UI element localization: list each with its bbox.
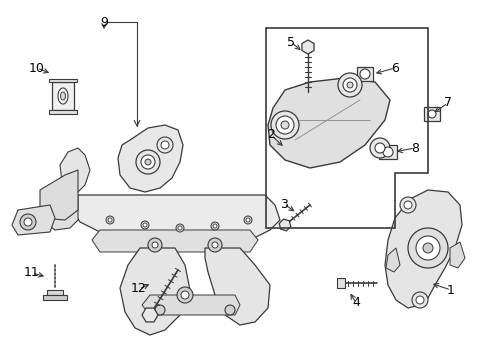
Circle shape bbox=[148, 238, 162, 252]
Circle shape bbox=[369, 138, 389, 158]
Circle shape bbox=[152, 242, 158, 248]
Text: 12: 12 bbox=[131, 283, 146, 296]
Circle shape bbox=[403, 201, 411, 209]
Polygon shape bbox=[40, 195, 78, 230]
Circle shape bbox=[155, 305, 164, 315]
Circle shape bbox=[24, 218, 32, 226]
Polygon shape bbox=[52, 82, 74, 110]
Circle shape bbox=[178, 226, 182, 230]
Text: 8: 8 bbox=[410, 141, 418, 154]
Polygon shape bbox=[423, 107, 439, 121]
Polygon shape bbox=[449, 242, 464, 268]
Polygon shape bbox=[92, 230, 258, 252]
Polygon shape bbox=[356, 67, 372, 81]
Circle shape bbox=[245, 218, 249, 222]
Polygon shape bbox=[49, 110, 77, 114]
Polygon shape bbox=[12, 205, 55, 235]
Text: 11: 11 bbox=[24, 266, 40, 279]
Circle shape bbox=[411, 292, 427, 308]
Polygon shape bbox=[47, 290, 63, 295]
Circle shape bbox=[212, 242, 218, 248]
Polygon shape bbox=[385, 248, 399, 272]
Circle shape bbox=[161, 141, 169, 149]
Circle shape bbox=[210, 222, 219, 230]
Polygon shape bbox=[267, 78, 389, 168]
Circle shape bbox=[346, 82, 352, 88]
Circle shape bbox=[374, 143, 384, 153]
Circle shape bbox=[108, 218, 112, 222]
Polygon shape bbox=[43, 295, 67, 300]
Polygon shape bbox=[60, 148, 90, 195]
Ellipse shape bbox=[61, 92, 65, 100]
Text: 2: 2 bbox=[266, 129, 274, 141]
Circle shape bbox=[281, 121, 288, 129]
Circle shape bbox=[20, 214, 36, 230]
Circle shape bbox=[415, 296, 423, 304]
Text: 5: 5 bbox=[286, 36, 294, 49]
Polygon shape bbox=[49, 79, 77, 82]
Polygon shape bbox=[72, 195, 280, 248]
Circle shape bbox=[224, 305, 235, 315]
Text: 1: 1 bbox=[446, 284, 454, 297]
Text: 3: 3 bbox=[280, 198, 287, 211]
Circle shape bbox=[415, 236, 439, 260]
Circle shape bbox=[213, 224, 217, 228]
Polygon shape bbox=[204, 248, 269, 325]
Circle shape bbox=[244, 216, 251, 224]
Polygon shape bbox=[384, 190, 461, 308]
Circle shape bbox=[177, 287, 193, 303]
Polygon shape bbox=[40, 170, 78, 220]
Circle shape bbox=[422, 243, 432, 253]
Circle shape bbox=[207, 238, 222, 252]
Text: 7: 7 bbox=[443, 96, 451, 109]
Circle shape bbox=[359, 69, 369, 79]
Circle shape bbox=[141, 155, 155, 169]
Circle shape bbox=[270, 111, 298, 139]
Polygon shape bbox=[336, 278, 345, 288]
Circle shape bbox=[145, 159, 151, 165]
Circle shape bbox=[399, 197, 415, 213]
Text: 9: 9 bbox=[100, 15, 108, 28]
Text: 4: 4 bbox=[351, 297, 359, 310]
Polygon shape bbox=[118, 125, 183, 192]
Circle shape bbox=[106, 216, 114, 224]
Circle shape bbox=[342, 78, 356, 92]
Ellipse shape bbox=[58, 88, 68, 104]
Polygon shape bbox=[301, 40, 313, 54]
Polygon shape bbox=[142, 295, 240, 315]
Text: 10: 10 bbox=[29, 62, 45, 75]
Polygon shape bbox=[279, 219, 290, 231]
Circle shape bbox=[382, 147, 392, 157]
Circle shape bbox=[157, 137, 173, 153]
Circle shape bbox=[181, 291, 189, 299]
Text: 6: 6 bbox=[390, 62, 398, 75]
Circle shape bbox=[407, 228, 447, 268]
Polygon shape bbox=[120, 248, 190, 335]
Circle shape bbox=[141, 221, 149, 229]
Polygon shape bbox=[142, 308, 158, 322]
Circle shape bbox=[142, 223, 147, 227]
Circle shape bbox=[275, 116, 293, 134]
Circle shape bbox=[176, 224, 183, 232]
Circle shape bbox=[136, 150, 160, 174]
Circle shape bbox=[337, 73, 361, 97]
Polygon shape bbox=[378, 145, 396, 159]
Circle shape bbox=[427, 110, 435, 118]
